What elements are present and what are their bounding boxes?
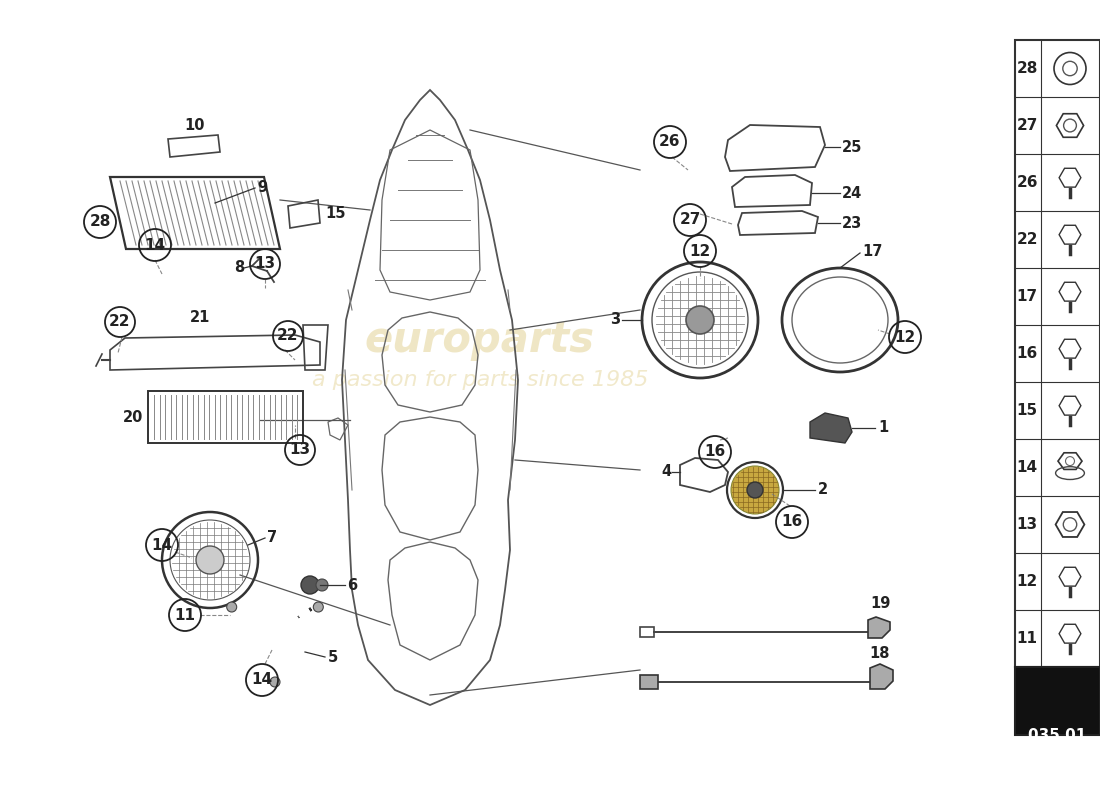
Bar [1015,667,1100,735]
Text: 14: 14 [252,673,273,687]
Text: 035 01: 035 01 [1027,728,1086,743]
Text: 15: 15 [324,206,345,222]
Text: 3: 3 [609,313,620,327]
Text: 6: 6 [346,578,358,593]
Text: 25: 25 [842,139,862,154]
Text: 27: 27 [1016,118,1037,133]
Text: 11: 11 [1016,631,1037,646]
Text: 4: 4 [662,465,672,479]
Text: 11: 11 [175,607,196,622]
Text: 8: 8 [233,261,244,275]
Text: 14: 14 [1016,460,1037,475]
Text: 12: 12 [894,330,915,345]
Text: 17: 17 [1016,289,1037,304]
Polygon shape [810,413,853,443]
Text: 27: 27 [680,213,701,227]
Text: 26: 26 [659,134,681,150]
Text: 13: 13 [254,257,276,271]
Text: europarts: europarts [365,319,595,361]
Circle shape [314,602,323,612]
Circle shape [316,579,328,591]
Circle shape [270,677,280,687]
Circle shape [196,546,224,574]
Text: 23: 23 [842,215,862,230]
Bar [640,675,658,689]
Text: 26: 26 [1016,175,1037,190]
Text: 17: 17 [862,243,882,258]
Text: 12: 12 [690,243,711,258]
Text: 22: 22 [1016,232,1037,247]
Text: 2: 2 [818,482,828,498]
Text: 13: 13 [1016,517,1037,532]
Text: 18: 18 [870,646,890,662]
Text: 16: 16 [781,514,803,530]
Circle shape [301,576,319,594]
Text: 9: 9 [257,181,267,195]
Text: 7: 7 [267,530,277,546]
Text: a passion for parts since 1985: a passion for parts since 1985 [311,370,648,390]
Text: 10: 10 [185,118,206,133]
Text: 1: 1 [878,421,889,435]
Circle shape [747,482,763,498]
Text: 19: 19 [870,597,890,611]
Text: 28: 28 [1016,61,1037,76]
Bar [1015,40,1100,667]
Text: 16: 16 [1016,346,1037,361]
Circle shape [686,306,714,334]
Text: 22: 22 [109,314,131,330]
Text: 12: 12 [1016,574,1037,589]
Text: 24: 24 [842,186,862,201]
Text: 16: 16 [704,445,726,459]
Text: 13: 13 [289,442,310,458]
Bar [640,627,654,637]
Text: 22: 22 [277,329,299,343]
Text: 15: 15 [1016,403,1037,418]
Text: 21: 21 [190,310,210,326]
Text: 28: 28 [89,214,111,230]
Text: 14: 14 [152,538,173,553]
Text: 20: 20 [122,410,143,425]
Circle shape [732,466,779,514]
Text: 14: 14 [144,238,166,253]
Polygon shape [870,664,893,689]
Text: 5: 5 [328,650,339,666]
Polygon shape [868,617,890,638]
Circle shape [227,602,236,612]
Bar [148,391,302,443]
